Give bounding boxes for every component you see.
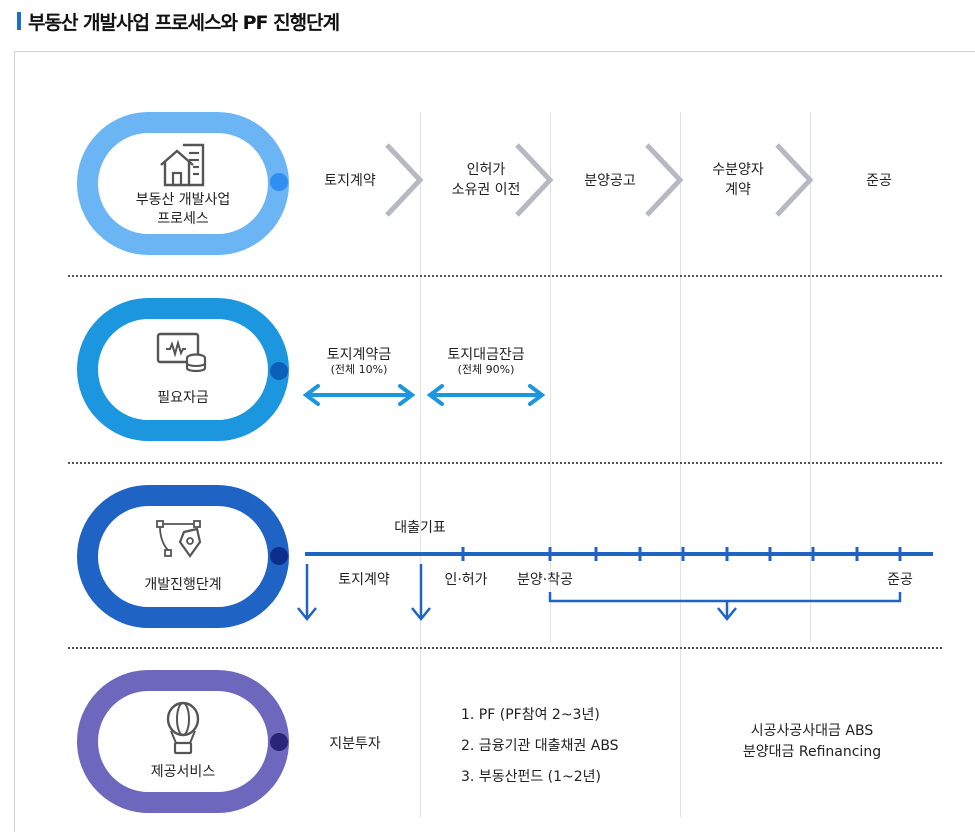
- double-arrow-icon: [302, 384, 320, 406]
- service-list-item: 2. 금융기관 대출채권 ABS: [461, 738, 619, 754]
- service-list-item: 1. PF (PF참여 2~3년): [461, 707, 600, 723]
- fund-land-balance: 토지대금잔금: [447, 347, 525, 363]
- service-equity: 지분투자: [329, 736, 381, 752]
- stage-connector-dot: [270, 547, 288, 565]
- arrow-down-icon: [297, 607, 317, 621]
- chevron-right-icon: [775, 143, 814, 217]
- row-separator: [68, 462, 942, 464]
- arrow-down-icon: [717, 607, 737, 621]
- funds-connector-dot: [270, 362, 288, 380]
- chevron-right-icon: [515, 143, 554, 217]
- process-connector-dot: [270, 173, 288, 191]
- marker-permit: 인·허가: [444, 572, 488, 588]
- funds-label: 필요자금: [157, 390, 209, 406]
- marker-sale-start: 분양·착공: [517, 572, 573, 588]
- fund-land-deposit: 토지계약금: [326, 347, 392, 363]
- column-divider: [810, 112, 811, 642]
- step-permit-transfer: 인허가 소유권 이전: [451, 162, 521, 198]
- column-divider: [680, 112, 681, 817]
- service-list-item: 3. 부동산펀드 (1~2년): [461, 769, 602, 785]
- fund-land-deposit-note: (전체 10%): [330, 363, 388, 376]
- process-label: 부동산 개발사업 프로세스: [135, 192, 231, 227]
- building-icon: [160, 143, 205, 187]
- balloon-icon: [166, 701, 200, 755]
- row-separator: [68, 647, 942, 649]
- row-separator: [68, 275, 942, 277]
- step-sale-notice: 분양공고: [584, 173, 636, 189]
- title-accent-bar: [17, 12, 21, 30]
- step-buyer-contract: 수분양자 계약: [712, 162, 764, 198]
- column-divider: [420, 112, 421, 817]
- arrow-down-icon: [411, 607, 431, 621]
- marker-land-contract: 토지계약: [338, 572, 390, 588]
- service-connector-dot: [270, 733, 288, 751]
- chevron-right-icon: [385, 143, 424, 217]
- service-refi-line: 분양대금 Refinancing: [742, 744, 882, 760]
- wallet-coin-icon: [156, 332, 207, 373]
- diagram-frame: [14, 51, 975, 832]
- column-divider: [550, 112, 551, 642]
- service-refi-line: 시공사공사대금 ABS: [750, 723, 874, 739]
- stage-label: 개발진행단계: [144, 577, 222, 593]
- step-land-contract: 토지계약: [324, 173, 376, 189]
- pen-tool-icon: [156, 520, 202, 558]
- service-label: 제공서비스: [150, 764, 216, 780]
- loan-execution-label: 대출기표: [394, 520, 446, 536]
- fund-land-balance-note: (전체 90%): [457, 363, 515, 376]
- page-title: 부동산 개발사업 프로세스와 PF 진행단계: [28, 12, 340, 34]
- step-completion: 준공: [866, 173, 892, 189]
- chevron-right-icon: [645, 143, 684, 217]
- double-arrow-icon: [426, 384, 444, 406]
- marker-completion: 준공: [887, 572, 913, 588]
